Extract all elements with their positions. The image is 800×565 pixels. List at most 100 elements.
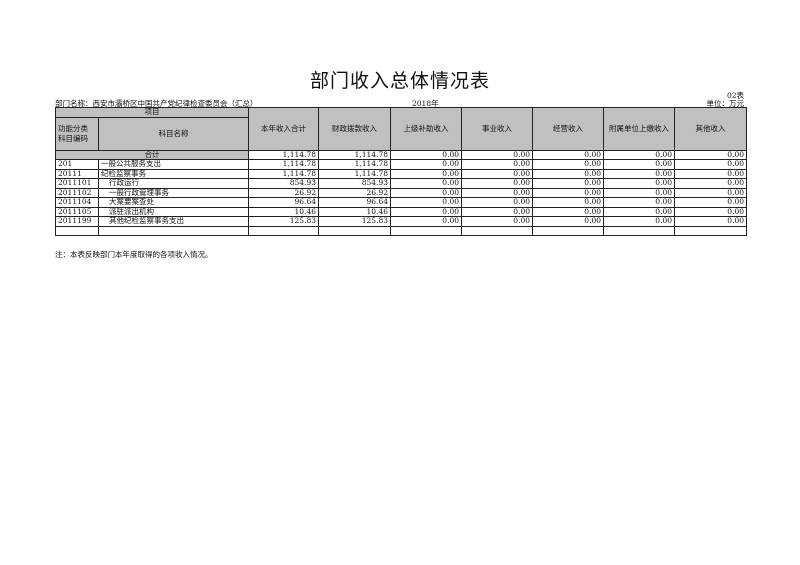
page-title: 部门收入总体情况表 bbox=[309, 70, 490, 92]
total-value: 0.00 bbox=[532, 149, 604, 160]
header-row: 功能分类 科目编码 科目名称 bbox=[55, 116, 747, 151]
table-row: 2011104 大案要案查处 96.64 96.64 0.00 0.00 0.00 0.00 0… bbox=[55, 197, 747, 208]
row-value: 0.00 bbox=[390, 187, 462, 198]
row-value: 0.00 bbox=[674, 216, 747, 227]
row-value: 0.00 bbox=[532, 197, 604, 208]
header-row: 项目 本年收入合计 财政拨款收入 上级补助收入 事业收入 经营收入 附属单位上缴收入 其他收入 bbox=[55, 107, 747, 151]
empty-cell bbox=[461, 225, 533, 236]
row-value: 0.00 bbox=[461, 216, 533, 227]
row-code: 201 bbox=[55, 159, 99, 170]
row-value: 0.00 bbox=[461, 178, 533, 189]
row-value: 96.64 bbox=[318, 197, 391, 208]
empty-cell bbox=[248, 225, 319, 236]
row-code: 2011101 bbox=[55, 178, 99, 189]
row-value: 0.00 bbox=[532, 168, 604, 179]
row-value: 854.93 bbox=[248, 178, 319, 189]
row-value: 26.92 bbox=[248, 187, 319, 198]
total-label: 合计 bbox=[55, 149, 249, 160]
row-code: 2011102 bbox=[55, 187, 99, 198]
table-row: 201 一般公共服务支出 1,114.78 1,114.78 0.00 0.00 0.00 0… bbox=[55, 159, 747, 170]
row-value: 0.00 bbox=[674, 159, 747, 170]
income-table: 项目 本年收入合计 财政拨款收入 上级补助收入 事业收入 经营收入 附属单位上缴收入 其他收入… bbox=[55, 107, 747, 236]
header-name: 科目名称 bbox=[98, 116, 249, 151]
empty-cell bbox=[603, 225, 675, 236]
row-value: 0.00 bbox=[674, 168, 747, 179]
total-value: 0.00 bbox=[461, 149, 533, 160]
empty-cell bbox=[98, 225, 249, 236]
empty-cell bbox=[55, 225, 99, 236]
row-value: 0.00 bbox=[603, 159, 675, 170]
empty-cell bbox=[318, 225, 391, 236]
footnote: 注：本表反映部门本年度取得的各项收入情况。 bbox=[55, 250, 213, 259]
column-header: 经营收入 bbox=[532, 107, 604, 151]
row-value: 10.46 bbox=[248, 206, 319, 217]
total-value: 1,114.78 bbox=[318, 149, 391, 160]
year: 2018年 bbox=[412, 99, 439, 108]
row-value: 125.83 bbox=[248, 216, 319, 227]
row-value: 0.00 bbox=[603, 197, 675, 208]
row-value: 0.00 bbox=[674, 178, 747, 189]
row-value: 0.00 bbox=[461, 168, 533, 179]
row-value: 0.00 bbox=[461, 159, 533, 170]
row-value: 0.00 bbox=[532, 216, 604, 227]
table-row: 2011199 其他纪检监察事务支出 125.83 125.83 0.00 0.00 0.0… bbox=[55, 216, 747, 227]
row-value: 1,114.78 bbox=[318, 159, 391, 170]
empty-cell bbox=[532, 225, 604, 236]
row-code: 2011199 bbox=[55, 216, 99, 227]
row-value: 0.00 bbox=[674, 197, 747, 208]
header-code: 功能分类 科目编码 bbox=[55, 116, 99, 151]
row-value: 0.00 bbox=[461, 187, 533, 198]
row-value: 0.00 bbox=[390, 216, 462, 227]
total-value: 0.00 bbox=[674, 149, 747, 160]
row-value: 0.00 bbox=[532, 178, 604, 189]
row-value: 26.92 bbox=[318, 187, 391, 198]
row-value: 0.00 bbox=[532, 159, 604, 170]
row-code: 20111 bbox=[55, 168, 99, 179]
row-value: 0.00 bbox=[390, 197, 462, 208]
row-value: 0.00 bbox=[603, 178, 675, 189]
row-value: 0.00 bbox=[390, 206, 462, 217]
column-header: 附属单位上缴收入 bbox=[603, 107, 675, 151]
empty-cell bbox=[674, 225, 747, 236]
column-header: 其他收入 bbox=[674, 107, 747, 151]
row-name: 其他纪检监察事务支出 bbox=[98, 216, 249, 227]
row-name: 行政运行 bbox=[98, 178, 249, 189]
total-value: 0.00 bbox=[390, 149, 462, 160]
row-name: 纪检监察事务 bbox=[98, 168, 249, 179]
table-row: 2011105 派驻派出机构 10.46 10.46 0.00 0.00 0.00 0.00 0… bbox=[55, 206, 747, 217]
unit: 单位：万元 bbox=[706, 99, 745, 108]
row-value: 125.83 bbox=[318, 216, 391, 227]
row-value: 0.00 bbox=[603, 187, 675, 198]
row-value: 0.00 bbox=[603, 216, 675, 227]
row-name: 大案要案查处 bbox=[98, 197, 249, 208]
row-value: 0.00 bbox=[603, 206, 675, 217]
row-value: 0.00 bbox=[532, 187, 604, 198]
header-project: 项目 bbox=[55, 107, 249, 118]
row-name: 一般行政管理事务 bbox=[98, 187, 249, 198]
total-row: 合计 1,114.78 1,114.78 0.00 0.00 0.00 0.00 0.00 bbox=[55, 149, 747, 160]
row-value: 96.64 bbox=[248, 197, 319, 208]
row-name: 一般公共服务支出 bbox=[98, 159, 249, 170]
row-value: 0.00 bbox=[674, 206, 747, 217]
empty-row bbox=[55, 225, 747, 236]
row-value: 1,114.78 bbox=[248, 159, 319, 170]
table-row: 2011102 一般行政管理事务 26.92 26.92 0.00 0.00 0.00 0.0… bbox=[55, 187, 747, 198]
row-value: 0.00 bbox=[390, 159, 462, 170]
row-value: 1,114.78 bbox=[248, 168, 319, 179]
empty-cell bbox=[390, 225, 462, 236]
column-header: 财政拨款收入 bbox=[318, 107, 391, 151]
table-number: 02表 bbox=[726, 91, 744, 100]
row-code: 2011105 bbox=[55, 206, 99, 217]
table-row: 2011101 行政运行 854.93 854.93 0.00 0.00 0.00 0.00 0… bbox=[55, 178, 747, 189]
row-value: 0.00 bbox=[674, 187, 747, 198]
column-header: 事业收入 bbox=[461, 107, 533, 151]
row-name: 派驻派出机构 bbox=[98, 206, 249, 217]
row-value: 10.46 bbox=[318, 206, 391, 217]
total-value: 1,114.78 bbox=[248, 149, 319, 160]
column-header: 本年收入合计 bbox=[248, 107, 319, 151]
row-value: 854.93 bbox=[318, 178, 391, 189]
table-row: 20111 纪检监察事务 1,114.78 1,114.78 0.00 0.00 0.00 0… bbox=[55, 168, 747, 179]
row-value: 0.00 bbox=[461, 206, 533, 217]
row-value: 0.00 bbox=[390, 178, 462, 189]
